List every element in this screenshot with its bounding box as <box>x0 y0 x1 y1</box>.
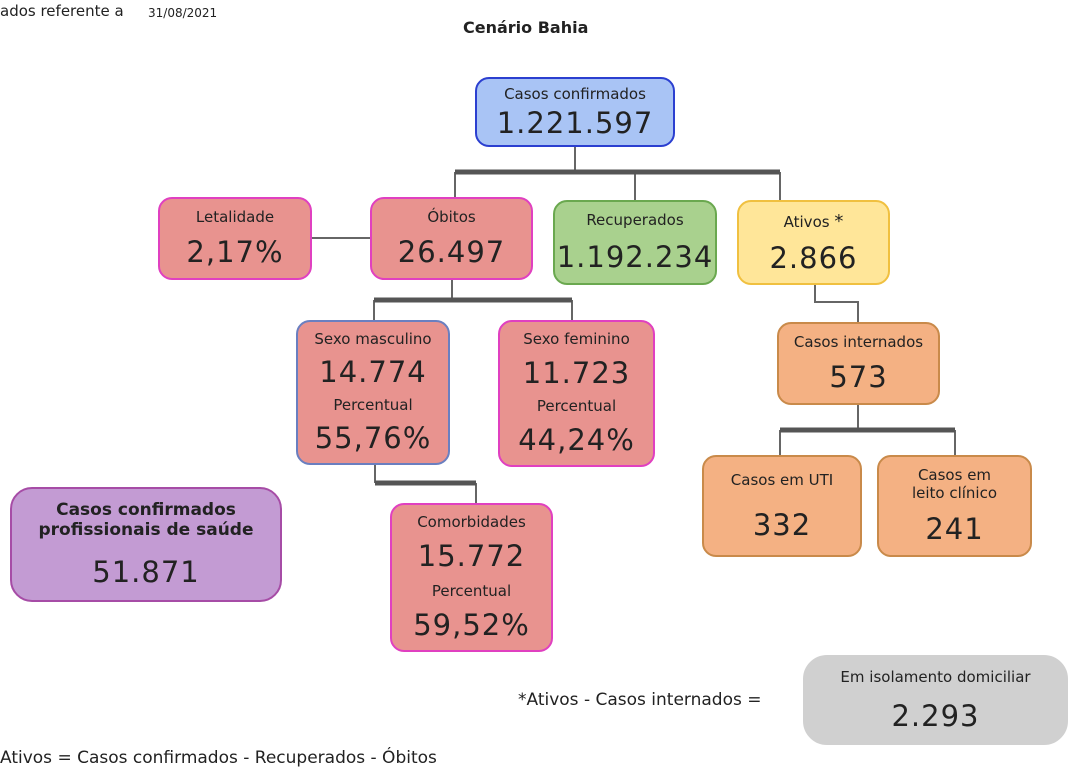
node-ativos: Ativos * 2.866 <box>737 200 890 285</box>
node-comorbidades: Comorbidades 15.772 Percentual 59,52% <box>390 503 553 652</box>
label: Casos confirmados profissionais de saúde <box>38 500 254 541</box>
node-feminino: Sexo feminino 11.723 Percentual 44,24% <box>498 320 655 467</box>
value: 332 <box>752 507 812 542</box>
header-date: 31/08/2021 <box>148 6 218 20</box>
value: 51.871 <box>92 554 200 589</box>
label: Sexo feminino <box>523 329 630 348</box>
node-obitos: Óbitos 26.497 <box>370 197 533 280</box>
label: Casos em leito clínico <box>911 466 998 502</box>
pct-label: Percentual <box>431 581 512 600</box>
label: Recuperados <box>586 211 684 230</box>
value: 14.774 <box>319 354 427 389</box>
value: 2.866 <box>769 240 858 275</box>
title: Cenário Bahia <box>463 18 589 37</box>
label: Casos em UTI <box>730 470 834 489</box>
value: 1.221.597 <box>496 105 654 140</box>
node-profissionais: Casos confirmados profissionais de saúde… <box>10 487 282 602</box>
value: 15.772 <box>417 539 526 574</box>
pct: 44,24% <box>518 423 635 458</box>
value: 2.293 <box>891 698 980 733</box>
node-confirmados: Casos confirmados 1.221.597 <box>475 77 675 147</box>
asterisk: * <box>834 210 844 232</box>
node-letalidade: Letalidade 2,17% <box>158 197 312 280</box>
value: 241 <box>925 512 984 546</box>
value: 2,17% <box>186 235 284 270</box>
pct-label: Percentual <box>333 396 413 415</box>
node-uti: Casos em UTI 332 <box>702 455 862 557</box>
node-isolamento: Em isolamento domiciliar 2.293 <box>803 655 1068 745</box>
node-recuperados: Recuperados 1.192.234 <box>553 200 717 285</box>
node-leito: Casos em leito clínico 241 <box>877 455 1032 557</box>
label: Óbitos <box>427 207 476 226</box>
label: Letalidade <box>195 207 275 226</box>
value: 26.497 <box>397 235 506 270</box>
node-masculino: Sexo masculino 14.774 Percentual 55,76% <box>296 320 450 465</box>
pct: 59,52% <box>413 607 530 642</box>
label: Sexo masculino <box>314 329 432 348</box>
value: 573 <box>829 360 888 395</box>
label: Comorbidades <box>417 513 526 532</box>
value: 11.723 <box>522 355 631 390</box>
label: Ativos <box>783 212 830 231</box>
label: Casos internados <box>793 332 924 351</box>
pct-label: Percentual <box>536 397 617 416</box>
label: Em isolamento domiciliar <box>840 667 1031 686</box>
pct: 55,76% <box>314 421 432 456</box>
node-internados: Casos internados 573 <box>777 322 940 405</box>
header-prefix: ados referente a <box>0 2 124 20</box>
formula-isolamento: *Ativos - Casos internados = <box>518 690 762 710</box>
label: Casos confirmados <box>504 84 646 103</box>
value: 1.192.234 <box>556 239 714 274</box>
formula-ativos: Ativos = Casos confirmados - Recuperados… <box>0 748 437 768</box>
